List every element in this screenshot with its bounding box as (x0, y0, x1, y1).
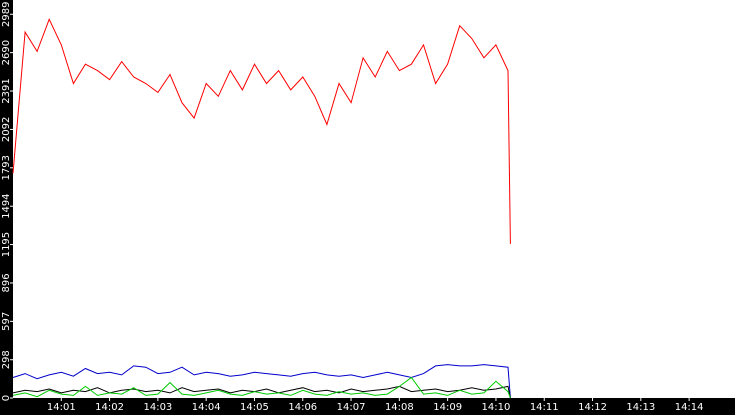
x-tick-label: 14:05 (240, 402, 269, 413)
y-tick-label: 0 (1, 395, 12, 401)
y-tick-label: 597 (1, 312, 12, 331)
y-tick-label: 896 (1, 273, 12, 292)
data-line (12, 385, 511, 399)
x-axis-band (0, 398, 735, 415)
data-line (12, 18, 511, 244)
y-tick-label: 298 (1, 350, 12, 369)
x-tick-label: 14:06 (288, 402, 317, 413)
y-tick-label: 2989 (1, 2, 12, 27)
y-axis-band (0, 0, 13, 415)
y-tick-label: 1793 (1, 155, 12, 180)
x-tick-label: 14:11 (530, 402, 559, 413)
x-tick-label: 14:07 (337, 402, 366, 413)
y-tick-label: 2690 (1, 40, 12, 65)
x-tick-label: 14:01 (47, 402, 76, 413)
x-tick-label: 14:02 (95, 402, 124, 413)
data-line (12, 364, 511, 399)
x-tick-label: 14:08 (385, 402, 414, 413)
x-tick-label: 14:03 (143, 402, 172, 413)
x-tick-label: 14:13 (626, 402, 655, 413)
y-tick-label: 1494 (1, 193, 12, 218)
x-tick-label: 14:04 (192, 402, 221, 413)
x-tick-label: 14:12 (578, 402, 607, 413)
y-tick-label: 2092 (1, 117, 12, 142)
y-tick-label: 1195 (1, 232, 12, 257)
x-tick-label: 14:10 (482, 402, 511, 413)
data-line (12, 376, 511, 399)
x-tick-label: 14:09 (433, 402, 462, 413)
x-tick-label: 14:14 (675, 402, 704, 413)
y-tick-label: 2391 (1, 78, 12, 103)
